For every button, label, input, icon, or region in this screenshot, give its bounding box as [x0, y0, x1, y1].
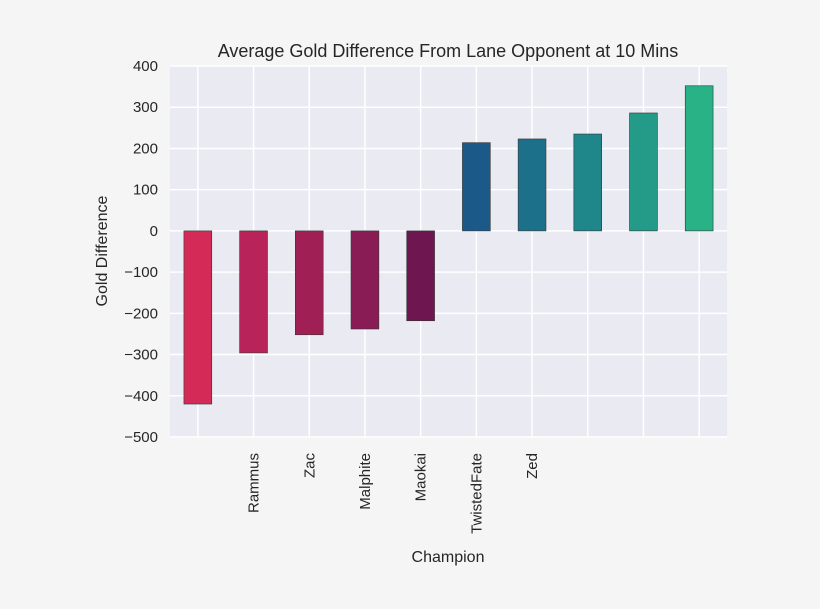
y-axis-label: Gold Difference: [94, 195, 111, 306]
bar: [239, 230, 268, 354]
bar: [684, 85, 714, 232]
chart-title: Average Gold Difference From Lane Oppone…: [218, 41, 679, 61]
x-tick-label: TwistedFate: [468, 453, 485, 534]
bar: [406, 230, 435, 322]
bar: [350, 230, 380, 330]
x-tick-label: Maokai: [413, 453, 430, 501]
y-tick-label: −200: [124, 305, 158, 322]
bar: [573, 133, 602, 232]
bar: [462, 142, 491, 232]
x-tick-label: Malphite: [357, 453, 374, 510]
y-tick-label: −400: [124, 388, 158, 405]
y-tick-label: −500: [124, 429, 158, 446]
x-tick-label: Rammus: [246, 453, 263, 513]
y-tick-label: −300: [124, 347, 158, 364]
bar: [295, 230, 324, 336]
y-tick-label: 300: [133, 99, 158, 116]
y-tick-label: 200: [133, 140, 158, 157]
bar: [517, 138, 547, 232]
bar: [183, 230, 213, 405]
y-tick-label: 400: [133, 58, 158, 75]
y-tick-labels: 400 300 200 100 0 −100 −200 −300 −400 −500: [124, 58, 158, 446]
x-axis-label: Champion: [412, 549, 485, 566]
y-tick-label: −100: [124, 264, 158, 281]
x-tick-labels: Rammus Zac Malphite Maokai TwistedFate Zed: [246, 453, 542, 534]
bars: [183, 85, 714, 405]
x-tick-label: Zac: [301, 453, 318, 479]
y-tick-label: 0: [150, 223, 158, 240]
y-tick-label: 100: [133, 182, 158, 199]
x-tick-label: Zed: [524, 453, 541, 479]
bar: [629, 112, 658, 232]
